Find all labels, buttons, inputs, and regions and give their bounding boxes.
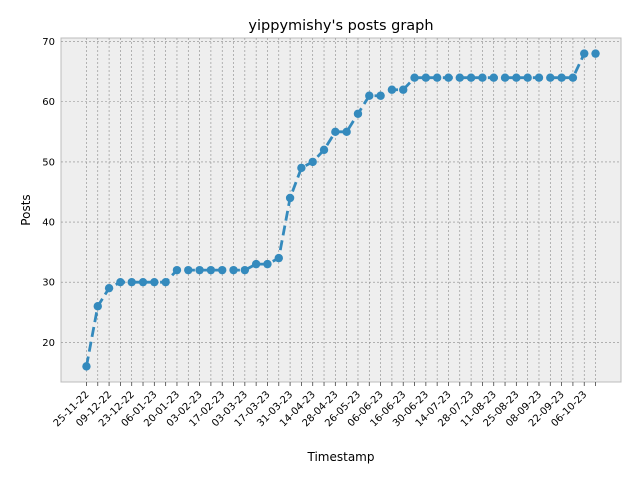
y-tick-label: 50 (42, 157, 55, 168)
data-point (127, 277, 136, 287)
y-tick-label: 20 (42, 338, 55, 349)
data-point (489, 73, 498, 82)
data-point (240, 265, 250, 275)
data-point (206, 265, 216, 275)
data-point (274, 253, 283, 263)
data-point (399, 85, 408, 94)
data-point (353, 109, 363, 118)
data-point (319, 145, 329, 155)
data-point (229, 265, 238, 275)
data-point (184, 265, 193, 275)
y-axis-ticks: 20 30 40 50 60 70 (42, 37, 55, 349)
data-point (376, 91, 385, 100)
data-point (308, 157, 317, 167)
y-tick-label: 60 (42, 97, 55, 108)
data-point (432, 73, 442, 82)
plot-area (60, 37, 622, 383)
data-point (387, 85, 397, 94)
data-point (172, 265, 182, 275)
data-point (285, 193, 295, 203)
data-point (104, 283, 114, 293)
series-line (85, 52, 596, 367)
data-point (365, 91, 374, 100)
data-point (534, 73, 544, 82)
series-markers (82, 49, 600, 371)
data-point (478, 73, 487, 82)
data-point (82, 362, 91, 371)
x-axis-ticks: 25-11-2209-12-2223-12-2206-01-2320-01-23… (52, 382, 596, 429)
data-point (331, 127, 340, 137)
data-point (410, 73, 419, 82)
x-axis-label: Timestamp (307, 450, 375, 464)
data-point (116, 277, 125, 287)
data-point (580, 49, 589, 58)
data-point (342, 127, 351, 137)
y-tick-label: 40 (42, 218, 55, 229)
data-point (297, 163, 306, 173)
data-point (455, 73, 464, 82)
y-tick-label: 30 (42, 278, 55, 289)
data-point (512, 73, 521, 82)
data-point (591, 49, 600, 58)
data-point (138, 277, 148, 287)
data-point (195, 265, 204, 275)
y-axis-label: Posts (19, 194, 33, 225)
data-point (93, 302, 102, 311)
chart-title: yippymishy's posts graph (248, 18, 433, 34)
data-point (523, 73, 532, 82)
data-point (546, 73, 555, 82)
data-point (251, 259, 261, 269)
data-point (500, 73, 510, 82)
data-point (557, 73, 566, 82)
data-point (150, 277, 159, 287)
data-point (161, 277, 170, 287)
y-tick-label: 70 (42, 37, 55, 48)
data-point (568, 73, 578, 82)
data-point (466, 73, 476, 82)
data-point (421, 73, 431, 82)
data-point (218, 265, 227, 275)
data-point (263, 259, 272, 269)
data-point (444, 73, 453, 82)
